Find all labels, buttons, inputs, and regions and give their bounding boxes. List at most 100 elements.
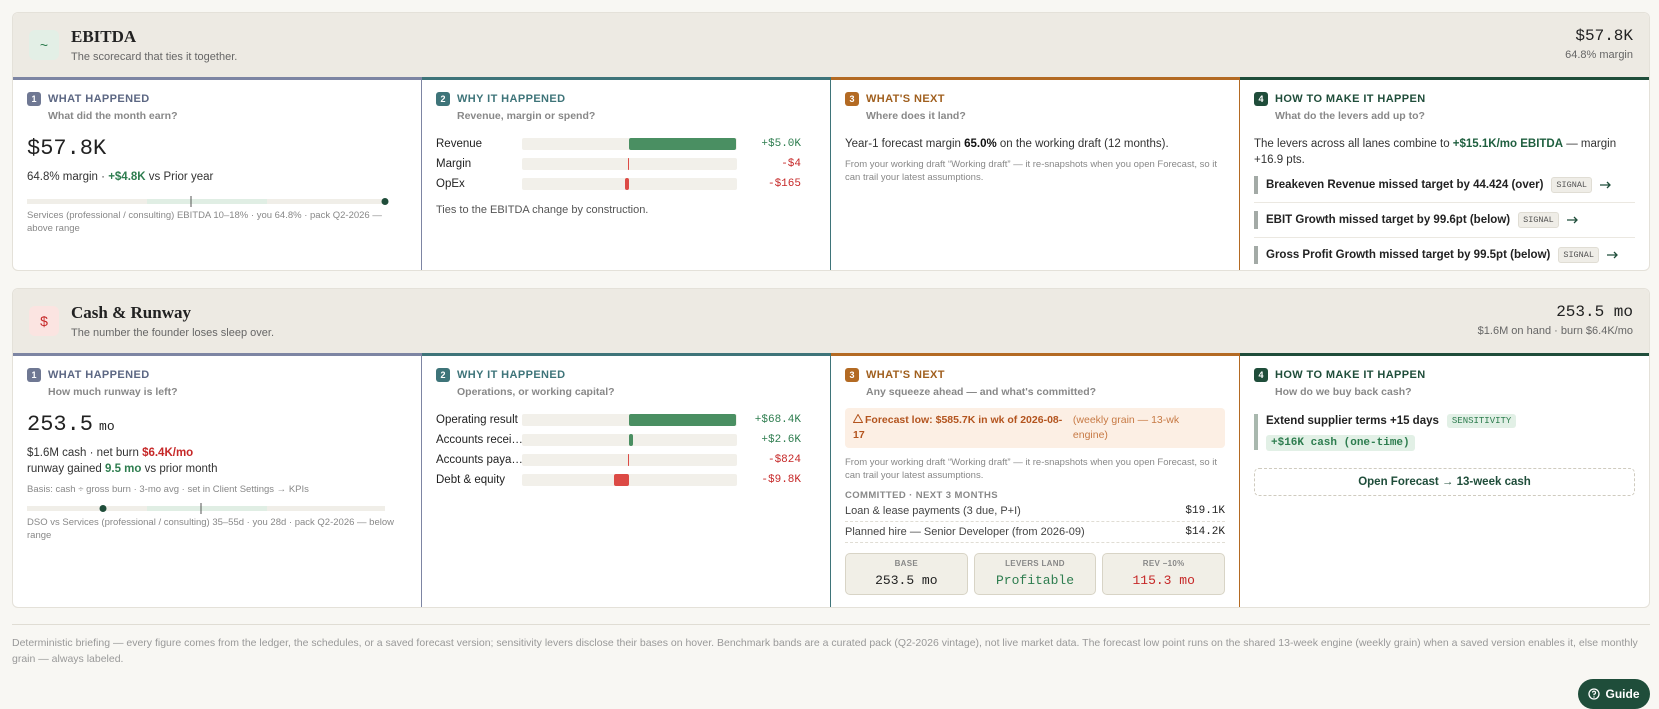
step: 1 — [27, 92, 41, 106]
bridge-row: Debt & equity -$9.8K — [436, 470, 816, 490]
lever[interactable]: EBIT Growth missed target by 99.6pt (bel… — [1254, 211, 1635, 229]
column-label: WHY IT HAPPENED — [457, 93, 566, 105]
card-subtitle: The number the founder loses sleep over. — [71, 327, 275, 339]
benchmark-note: Services (professional / consulting) EBI… — [27, 210, 382, 234]
bridge: Revenue +$5.0K Margin -$4 OpEx -$165 — [436, 134, 816, 194]
scenario: REV −10% 115.3 mo — [1102, 553, 1226, 595]
committed-title: COMMITTED · NEXT 3 MONTHS — [845, 490, 999, 501]
step: 1 — [27, 368, 41, 382]
step: 3 — [845, 368, 859, 382]
lever-text: Gross Profit Growth missed target by 99.… — [1266, 249, 1551, 261]
note: From your working draft “Working draft” … — [845, 457, 1218, 481]
question: What did the month earn? — [48, 110, 178, 122]
big-value: 253.5 mo — [27, 412, 407, 437]
ebitda-card: ~ EBITDA The scorecard that ties it toge… — [12, 12, 1650, 271]
column-label: WHY IT HAPPENED — [457, 369, 566, 381]
scenario: BASE 253.5 mo — [845, 553, 968, 595]
row-value: +$5.0K — [761, 138, 801, 150]
gain: 9.5 mo — [105, 463, 142, 475]
scenario-label: REV −10% — [1142, 559, 1185, 568]
bridge-row: Accounts paya… -$824 — [436, 450, 816, 470]
committed-row: Loan & lease payments (3 due, P+I) $19.1K — [845, 501, 1225, 522]
lever[interactable]: Gross Profit Growth missed target by 99.… — [1254, 246, 1635, 264]
row-name: Accounts paya… — [436, 454, 522, 466]
bar — [613, 474, 629, 486]
text: — margin +16.9 pts. — [1254, 138, 1617, 166]
guide-button[interactable]: Guide — [1578, 679, 1650, 709]
scenario-label: BASE — [894, 559, 919, 568]
lever-item: EBIT Growth missed target by 99.6pt (bel… — [1254, 211, 1635, 238]
forecast-text: Year-1 forecast margin 65.0% on the work… — [845, 136, 1225, 152]
scenario: LEVERS LAND Profitable — [973, 553, 1097, 595]
column-label: HOW TO MAKE IT HAPPEN — [1275, 369, 1426, 381]
question: Where does it land? — [866, 110, 966, 122]
basis: Basis: cash ÷ gross burn · 3-mo avg · se… — [27, 484, 309, 495]
scenario-value: 253.5 mo — [875, 573, 938, 588]
next-column: 3 WHAT'S NEXT Where does it land? Year-1 … — [831, 77, 1240, 270]
lever-text: Breakeven Revenue missed target by 44.42… — [1266, 179, 1544, 191]
question: How do we buy back cash? — [1275, 386, 1412, 398]
icon: ~ — [29, 30, 59, 60]
lever-tag: SENSITIVITY — [1446, 414, 1517, 428]
why-column: 2 WHY IT HAPPENED Revenue, margin or spen… — [422, 77, 831, 270]
text: vs prior month — [141, 463, 218, 475]
headline-sub: $1.6M on hand · burn $6.4K/mo — [1477, 325, 1633, 337]
row-value: -$4 — [781, 158, 801, 170]
bar-track — [522, 138, 737, 150]
footer: Deterministic briefing — every figure co… — [12, 624, 1650, 667]
step: 3 — [845, 92, 859, 106]
headline-value: $57.8K — [1575, 27, 1633, 45]
lever-tag: SIGNAL — [1558, 247, 1599, 263]
why-column: 2 WHY IT HAPPENED Operations, or working … — [422, 353, 831, 607]
bar — [629, 414, 736, 426]
row-name: Accounts recei… — [436, 434, 522, 446]
card-subtitle: The scorecard that ties it together. — [71, 51, 238, 63]
big-value: $57.8K — [27, 136, 107, 161]
benchmark-bar — [27, 196, 389, 207]
cash-card: $ Cash & Runway The number the founder l… — [12, 288, 1650, 608]
lever-item: Breakeven Revenue missed target by 44.42… — [1254, 176, 1635, 203]
bridge-row: OpEx -$165 — [436, 174, 816, 194]
columns: 1 WHAT HAPPENED What did the month earn? … — [13, 77, 1649, 270]
row-name: Debt & equity — [436, 474, 506, 486]
text: runway gained — [27, 463, 105, 475]
arrow — [1606, 251, 1618, 259]
row-value: +$68.4K — [754, 414, 801, 426]
lever-impact: +$16K cash (one-time) — [1266, 435, 1415, 451]
lever[interactable]: Breakeven Revenue missed target by 44.42… — [1254, 176, 1635, 194]
open-forecast-button[interactable]: Open Forecast → 13-week cash — [1254, 468, 1635, 496]
text: The levers across all lanes combine to — [1254, 138, 1453, 150]
levers-text: The levers across all lanes combine to +… — [1254, 136, 1635, 168]
benchmark-note: DSO vs Services (professional / consulti… — [27, 517, 394, 541]
emphasis: +$15.1K/mo EBITDA — [1452, 138, 1564, 150]
row-value: -$9.8K — [761, 474, 801, 486]
question: Operations, or working capital? — [457, 386, 615, 398]
bar — [627, 454, 629, 466]
bar — [625, 178, 629, 190]
row-value: -$165 — [767, 178, 801, 190]
text: on the working draft (12 months). — [996, 138, 1169, 150]
bar — [629, 434, 634, 446]
step: 2 — [436, 368, 450, 382]
headline-value: 253.5 mo — [1556, 303, 1633, 321]
committed: Loan & lease payments (3 due, P+I) $19.1K… — [845, 501, 1225, 543]
lever-item: Gross Profit Growth missed target by 99.… — [1254, 246, 1635, 264]
scenario-value: Profitable — [996, 573, 1075, 588]
lever-text: Extend supplier terms +15 days — [1266, 415, 1439, 427]
row-value: +$2.6K — [761, 434, 801, 446]
column-label: WHAT HAPPENED — [48, 93, 150, 105]
lever-tag: SIGNAL — [1518, 212, 1559, 228]
committed-row: Planned hire — Senior Developer (from 20… — [845, 522, 1225, 543]
alert-text: Forecast low: $585.7K in wk of 2026-08-1… — [852, 413, 1063, 443]
bridge-row: Revenue +$5.0K — [436, 134, 816, 154]
column-label: WHAT'S NEXT — [866, 369, 945, 381]
text: vs Prior year — [145, 171, 214, 183]
bar-track — [522, 158, 737, 170]
burn: $6.4K/mo — [142, 447, 194, 459]
column-label: WHAT'S NEXT — [866, 93, 945, 105]
arrow — [1566, 216, 1578, 224]
column-label: HOW TO MAKE IT HAPPEN — [1275, 93, 1426, 105]
levers: Breakeven Revenue missed target by 44.42… — [1254, 176, 1635, 264]
next-column: 3 WHAT'S NEXT Any squeeze ahead — and wha… — [831, 353, 1240, 607]
